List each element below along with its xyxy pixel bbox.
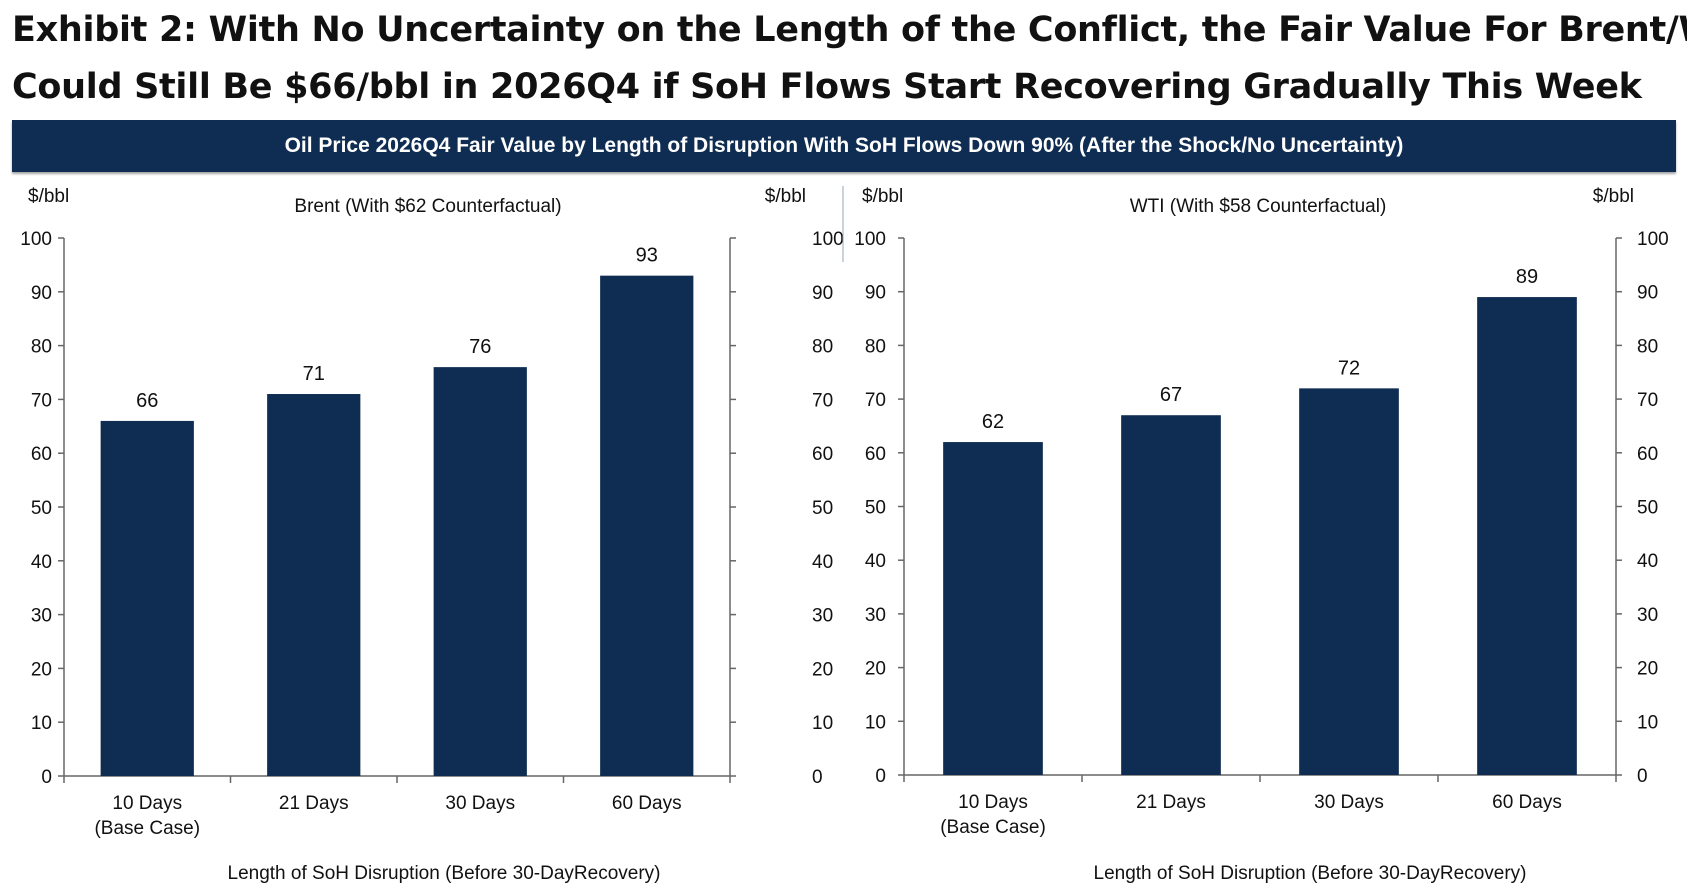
wti-y-tick-label-left: 90 xyxy=(865,283,886,304)
brent-y-tick-label-left: 70 xyxy=(31,390,52,411)
wti-y-tick-label-left: 40 xyxy=(865,551,886,572)
wti-data-label: 67 xyxy=(1160,384,1182,406)
brent-y-tick-label-left: 30 xyxy=(31,606,52,627)
brent-category-label: (Base Case) xyxy=(94,818,200,839)
brent-bar xyxy=(267,394,361,776)
wti-bar xyxy=(1299,388,1399,775)
brent-y-tick-label-right: 30 xyxy=(812,606,833,627)
wti-bar xyxy=(943,442,1043,775)
chart-banner: Oil Price 2026Q4 Fair Value by Length of… xyxy=(12,120,1676,172)
wti-category-label: 30 Days xyxy=(1314,792,1384,813)
brent-y-tick-label-right: 80 xyxy=(812,337,833,358)
wti-y-axis-label-right: $/bbl xyxy=(1593,186,1634,207)
brent-category-label: 60 Days xyxy=(612,793,682,814)
wti-data-label: 89 xyxy=(1516,266,1538,288)
brent-y-tick-label-left: 100 xyxy=(20,229,52,250)
brent-chart-title: Brent (With $62 Counterfactual) xyxy=(294,196,561,217)
exhibit-title: Exhibit 2: With No Uncertainty on the Le… xyxy=(12,2,1687,116)
wti-y-tick-label-right: 30 xyxy=(1637,605,1658,626)
brent-y-tick-label-right: 100 xyxy=(812,229,844,250)
wti-y-tick-label-right: 60 xyxy=(1637,444,1658,465)
wti-y-tick-label-left: 60 xyxy=(865,444,886,465)
wti-y-tick-label-right: 10 xyxy=(1637,712,1658,733)
wti-y-tick-label-left: 30 xyxy=(865,605,886,626)
wti-category-label: 60 Days xyxy=(1492,792,1562,813)
wti-y-tick-label-right: 40 xyxy=(1637,551,1658,572)
brent-y-tick-label-right: 10 xyxy=(812,713,833,734)
wti-y-tick-label-right: 50 xyxy=(1637,498,1658,519)
brent-x-axis-title: Length of SoH Disruption (Before 30-DayR… xyxy=(228,863,661,884)
wti-chart-title: WTI (With $58 Counterfactual) xyxy=(1130,196,1387,217)
brent-bar xyxy=(100,420,194,776)
wti-y-tick-label-right: 90 xyxy=(1637,283,1658,304)
brent-data-label: 76 xyxy=(469,336,491,358)
brent-bar xyxy=(433,367,527,776)
brent-y-tick-label-left: 60 xyxy=(31,444,52,465)
brent-y-tick-label-right: 20 xyxy=(812,659,833,680)
wti-category-label: (Base Case) xyxy=(940,817,1046,838)
brent-y-axis-label-left: $/bbl xyxy=(28,186,69,207)
brent-data-label: 66 xyxy=(136,390,158,412)
exhibit-title-line-1: Exhibit 2: With No Uncertainty on the Le… xyxy=(12,10,1687,50)
brent-y-tick-label-right: 50 xyxy=(812,498,833,519)
wti-y-tick-label-right: 100 xyxy=(1637,229,1669,250)
brent-y-tick-label-right: 60 xyxy=(812,444,833,465)
wti-y-tick-label-left: 10 xyxy=(865,712,886,733)
wti-category-label: 21 Days xyxy=(1136,792,1206,813)
wti-y-tick-label-right: 70 xyxy=(1637,390,1658,411)
wti-data-label: 62 xyxy=(982,411,1004,433)
brent-y-tick-label-right: 70 xyxy=(812,390,833,411)
brent-y-tick-label-left: 10 xyxy=(31,713,52,734)
wti-bar xyxy=(1477,297,1577,775)
brent-y-tick-label-left: 90 xyxy=(31,283,52,304)
wti-y-tick-label-right: 0 xyxy=(1637,766,1648,787)
brent-y-tick-label-left: 0 xyxy=(41,767,52,788)
brent-y-tick-label-right: 40 xyxy=(812,552,833,573)
brent-y-tick-label-left: 80 xyxy=(31,337,52,358)
wti-y-tick-label-left: 100 xyxy=(854,229,886,250)
exhibit-title-line-2: Could Still Be $66/bbl in 2026Q4 if SoH … xyxy=(12,67,1642,107)
wti-y-tick-label-left: 20 xyxy=(865,659,886,680)
wti-x-axis-title: Length of SoH Disruption (Before 30-DayR… xyxy=(1094,863,1527,884)
wti-y-tick-label-right: 80 xyxy=(1637,336,1658,357)
brent-y-tick-label-left: 40 xyxy=(31,552,52,573)
wti-y-tick-label-right: 20 xyxy=(1637,659,1658,680)
wti-category-label: 10 Days xyxy=(958,792,1028,813)
brent-data-label: 71 xyxy=(303,363,325,385)
brent-data-label: 93 xyxy=(636,245,658,267)
wti-y-tick-label-left: 70 xyxy=(865,390,886,411)
brent-category-label: 30 Days xyxy=(445,793,515,814)
brent-y-tick-label-left: 50 xyxy=(31,498,52,519)
wti-data-label: 72 xyxy=(1338,357,1360,379)
wti-y-tick-label-left: 80 xyxy=(865,336,886,357)
chart-banner-text: Oil Price 2026Q4 Fair Value by Length of… xyxy=(284,134,1404,157)
wti-bar xyxy=(1121,415,1221,775)
brent-category-label: 21 Days xyxy=(279,793,349,814)
brent-y-tick-label-left: 20 xyxy=(31,659,52,680)
brent-bar xyxy=(600,275,694,776)
brent-y-tick-label-right: 0 xyxy=(812,767,823,788)
wti-y-tick-label-left: 50 xyxy=(865,498,886,519)
wti-y-axis-label-left: $/bbl xyxy=(862,186,903,207)
brent-y-axis-label-right: $/bbl xyxy=(765,186,806,207)
brent-y-tick-label-right: 90 xyxy=(812,283,833,304)
wti-y-tick-label-left: 0 xyxy=(875,766,886,787)
brent-category-label: 10 Days xyxy=(112,793,182,814)
